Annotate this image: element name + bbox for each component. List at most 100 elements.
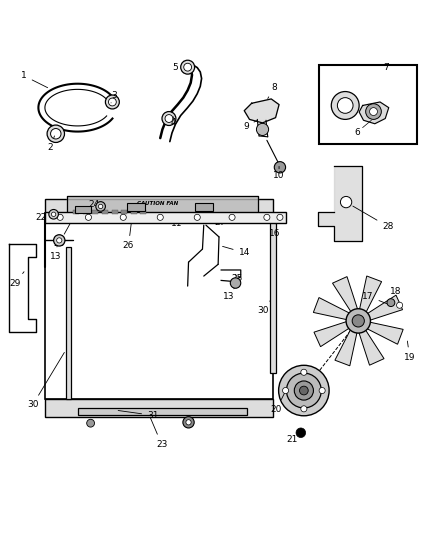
Circle shape xyxy=(120,214,126,220)
Polygon shape xyxy=(67,196,258,215)
Bar xyxy=(69,223,265,393)
Bar xyxy=(131,210,137,214)
Text: 14: 14 xyxy=(223,246,250,257)
Circle shape xyxy=(87,419,95,427)
Circle shape xyxy=(301,369,307,375)
Text: 23: 23 xyxy=(150,418,167,449)
Polygon shape xyxy=(358,328,384,365)
Circle shape xyxy=(49,209,58,219)
Text: 6: 6 xyxy=(354,128,360,137)
Circle shape xyxy=(352,315,364,327)
Circle shape xyxy=(106,95,119,109)
Circle shape xyxy=(277,214,283,220)
Text: 28: 28 xyxy=(353,206,394,231)
Bar xyxy=(45,212,286,223)
Circle shape xyxy=(53,235,65,246)
Circle shape xyxy=(109,98,116,106)
Text: 4: 4 xyxy=(170,117,176,126)
Text: 29: 29 xyxy=(10,272,24,287)
Text: 30: 30 xyxy=(258,300,271,316)
Polygon shape xyxy=(318,166,362,241)
Text: 7: 7 xyxy=(384,63,389,71)
Text: 5: 5 xyxy=(173,63,184,72)
Bar xyxy=(66,247,71,399)
Text: 10: 10 xyxy=(273,166,285,181)
Text: 11: 11 xyxy=(161,214,182,228)
Text: 17: 17 xyxy=(362,292,387,304)
Text: 2: 2 xyxy=(47,136,54,152)
Circle shape xyxy=(50,128,61,139)
Circle shape xyxy=(47,125,64,142)
Circle shape xyxy=(264,214,270,220)
Circle shape xyxy=(157,214,163,220)
Circle shape xyxy=(331,92,359,119)
Bar xyxy=(319,64,417,144)
Polygon shape xyxy=(314,321,351,346)
Text: 3: 3 xyxy=(111,91,117,103)
Circle shape xyxy=(96,201,106,211)
Text: 26: 26 xyxy=(53,215,75,248)
Circle shape xyxy=(319,387,325,393)
Polygon shape xyxy=(332,277,358,313)
Bar xyxy=(83,210,89,214)
Polygon shape xyxy=(313,297,352,320)
Bar xyxy=(45,399,273,417)
Text: 8: 8 xyxy=(268,83,278,99)
Polygon shape xyxy=(335,328,357,366)
Circle shape xyxy=(370,108,378,116)
Text: 13: 13 xyxy=(50,246,62,261)
Circle shape xyxy=(229,214,235,220)
Bar xyxy=(45,199,273,216)
Circle shape xyxy=(396,302,403,308)
Text: 19: 19 xyxy=(404,341,415,361)
Bar xyxy=(140,210,146,214)
Circle shape xyxy=(387,298,395,306)
Bar xyxy=(47,223,67,393)
Bar xyxy=(74,206,91,213)
Bar xyxy=(45,216,273,399)
Circle shape xyxy=(194,214,200,220)
Circle shape xyxy=(162,111,176,125)
Circle shape xyxy=(57,238,62,243)
Polygon shape xyxy=(359,102,389,124)
Text: 16: 16 xyxy=(269,220,280,238)
Circle shape xyxy=(340,197,352,208)
Circle shape xyxy=(183,417,194,428)
Circle shape xyxy=(99,204,103,208)
Bar xyxy=(92,210,99,214)
Text: 26: 26 xyxy=(123,214,134,250)
Circle shape xyxy=(256,123,268,135)
Text: CAUTION FAN: CAUTION FAN xyxy=(138,201,179,206)
Bar xyxy=(121,210,127,214)
Bar xyxy=(270,221,276,373)
Circle shape xyxy=(366,104,381,119)
Circle shape xyxy=(51,212,56,216)
Circle shape xyxy=(181,60,194,74)
Text: 9: 9 xyxy=(243,120,257,131)
Circle shape xyxy=(274,161,286,173)
Circle shape xyxy=(300,386,308,395)
Polygon shape xyxy=(359,276,381,314)
Polygon shape xyxy=(244,99,279,123)
Text: 31: 31 xyxy=(118,410,159,420)
Text: 24: 24 xyxy=(88,200,99,209)
Circle shape xyxy=(283,387,289,393)
Bar xyxy=(112,210,117,214)
Circle shape xyxy=(296,428,306,438)
Circle shape xyxy=(57,214,63,220)
Text: 18: 18 xyxy=(389,287,401,303)
Circle shape xyxy=(294,381,314,400)
Circle shape xyxy=(286,373,321,408)
Text: 22: 22 xyxy=(36,213,53,222)
Bar xyxy=(127,203,145,211)
Text: 25: 25 xyxy=(232,274,243,283)
Bar xyxy=(78,408,247,415)
Text: 1: 1 xyxy=(21,71,48,88)
Circle shape xyxy=(186,419,191,425)
Circle shape xyxy=(301,406,307,412)
Text: 30: 30 xyxy=(27,352,64,409)
Bar xyxy=(73,210,79,214)
Circle shape xyxy=(85,214,92,220)
Bar xyxy=(195,203,213,211)
Bar xyxy=(102,210,108,214)
